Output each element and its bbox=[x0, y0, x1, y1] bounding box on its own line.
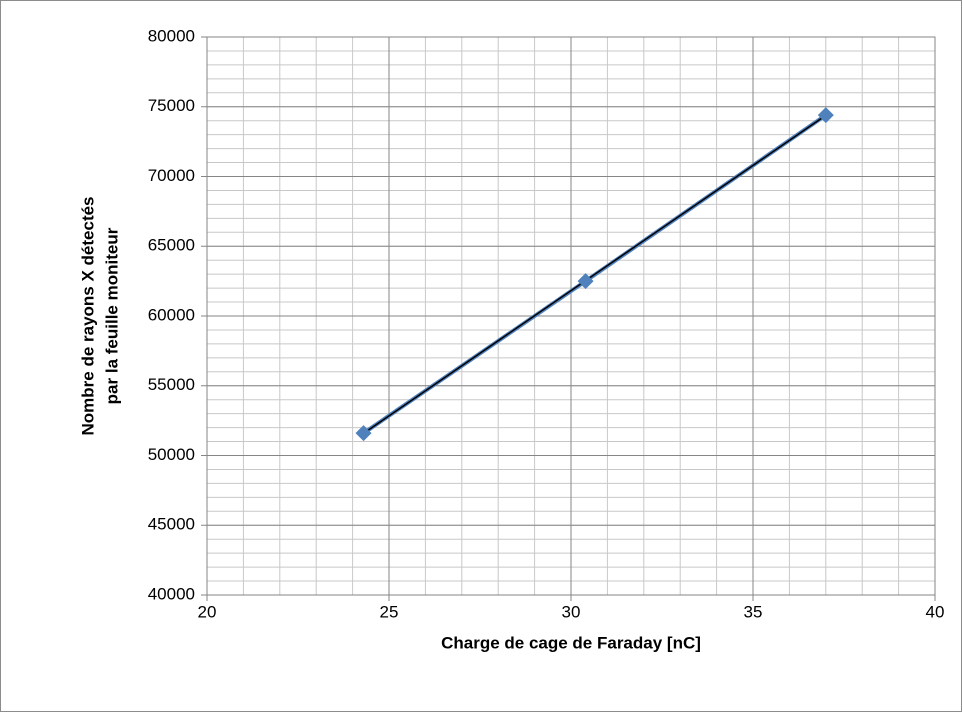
y-tick-label: 55000 bbox=[148, 375, 195, 394]
y-tick-label: 50000 bbox=[148, 445, 195, 464]
point bbox=[577, 273, 594, 290]
point bbox=[817, 107, 834, 124]
trendline bbox=[363, 114, 827, 435]
x-tick-label: 35 bbox=[744, 602, 763, 621]
y-axis-title: Nombre de rayons X détectés bbox=[78, 196, 97, 435]
y-tick-label: 75000 bbox=[148, 96, 195, 115]
y-tick-label: 65000 bbox=[148, 236, 195, 255]
x-tick-label: 30 bbox=[562, 602, 581, 621]
y-tick-label: 40000 bbox=[148, 584, 195, 603]
y-tick-label: 80000 bbox=[148, 26, 195, 45]
y-tick-label: 70000 bbox=[148, 166, 195, 185]
plot-border bbox=[206, 36, 936, 596]
x-tick-label: 20 bbox=[198, 602, 217, 621]
x-tick-label: 40 bbox=[926, 602, 945, 621]
x-tick-label: 25 bbox=[380, 602, 399, 621]
y-axis-title: par la feuille moniteur bbox=[102, 227, 121, 404]
y-tick-label: 60000 bbox=[148, 305, 195, 324]
y-tick-label: 45000 bbox=[148, 515, 195, 534]
point bbox=[355, 425, 372, 442]
x-axis-title: Charge de cage de Faraday [nC] bbox=[441, 633, 701, 652]
